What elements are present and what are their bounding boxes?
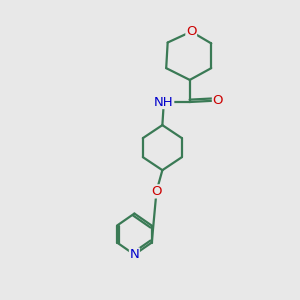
Text: NH: NH [154, 95, 174, 109]
Text: N: N [130, 248, 139, 261]
Text: O: O [186, 25, 196, 38]
Text: O: O [212, 94, 223, 107]
Text: O: O [151, 185, 162, 198]
